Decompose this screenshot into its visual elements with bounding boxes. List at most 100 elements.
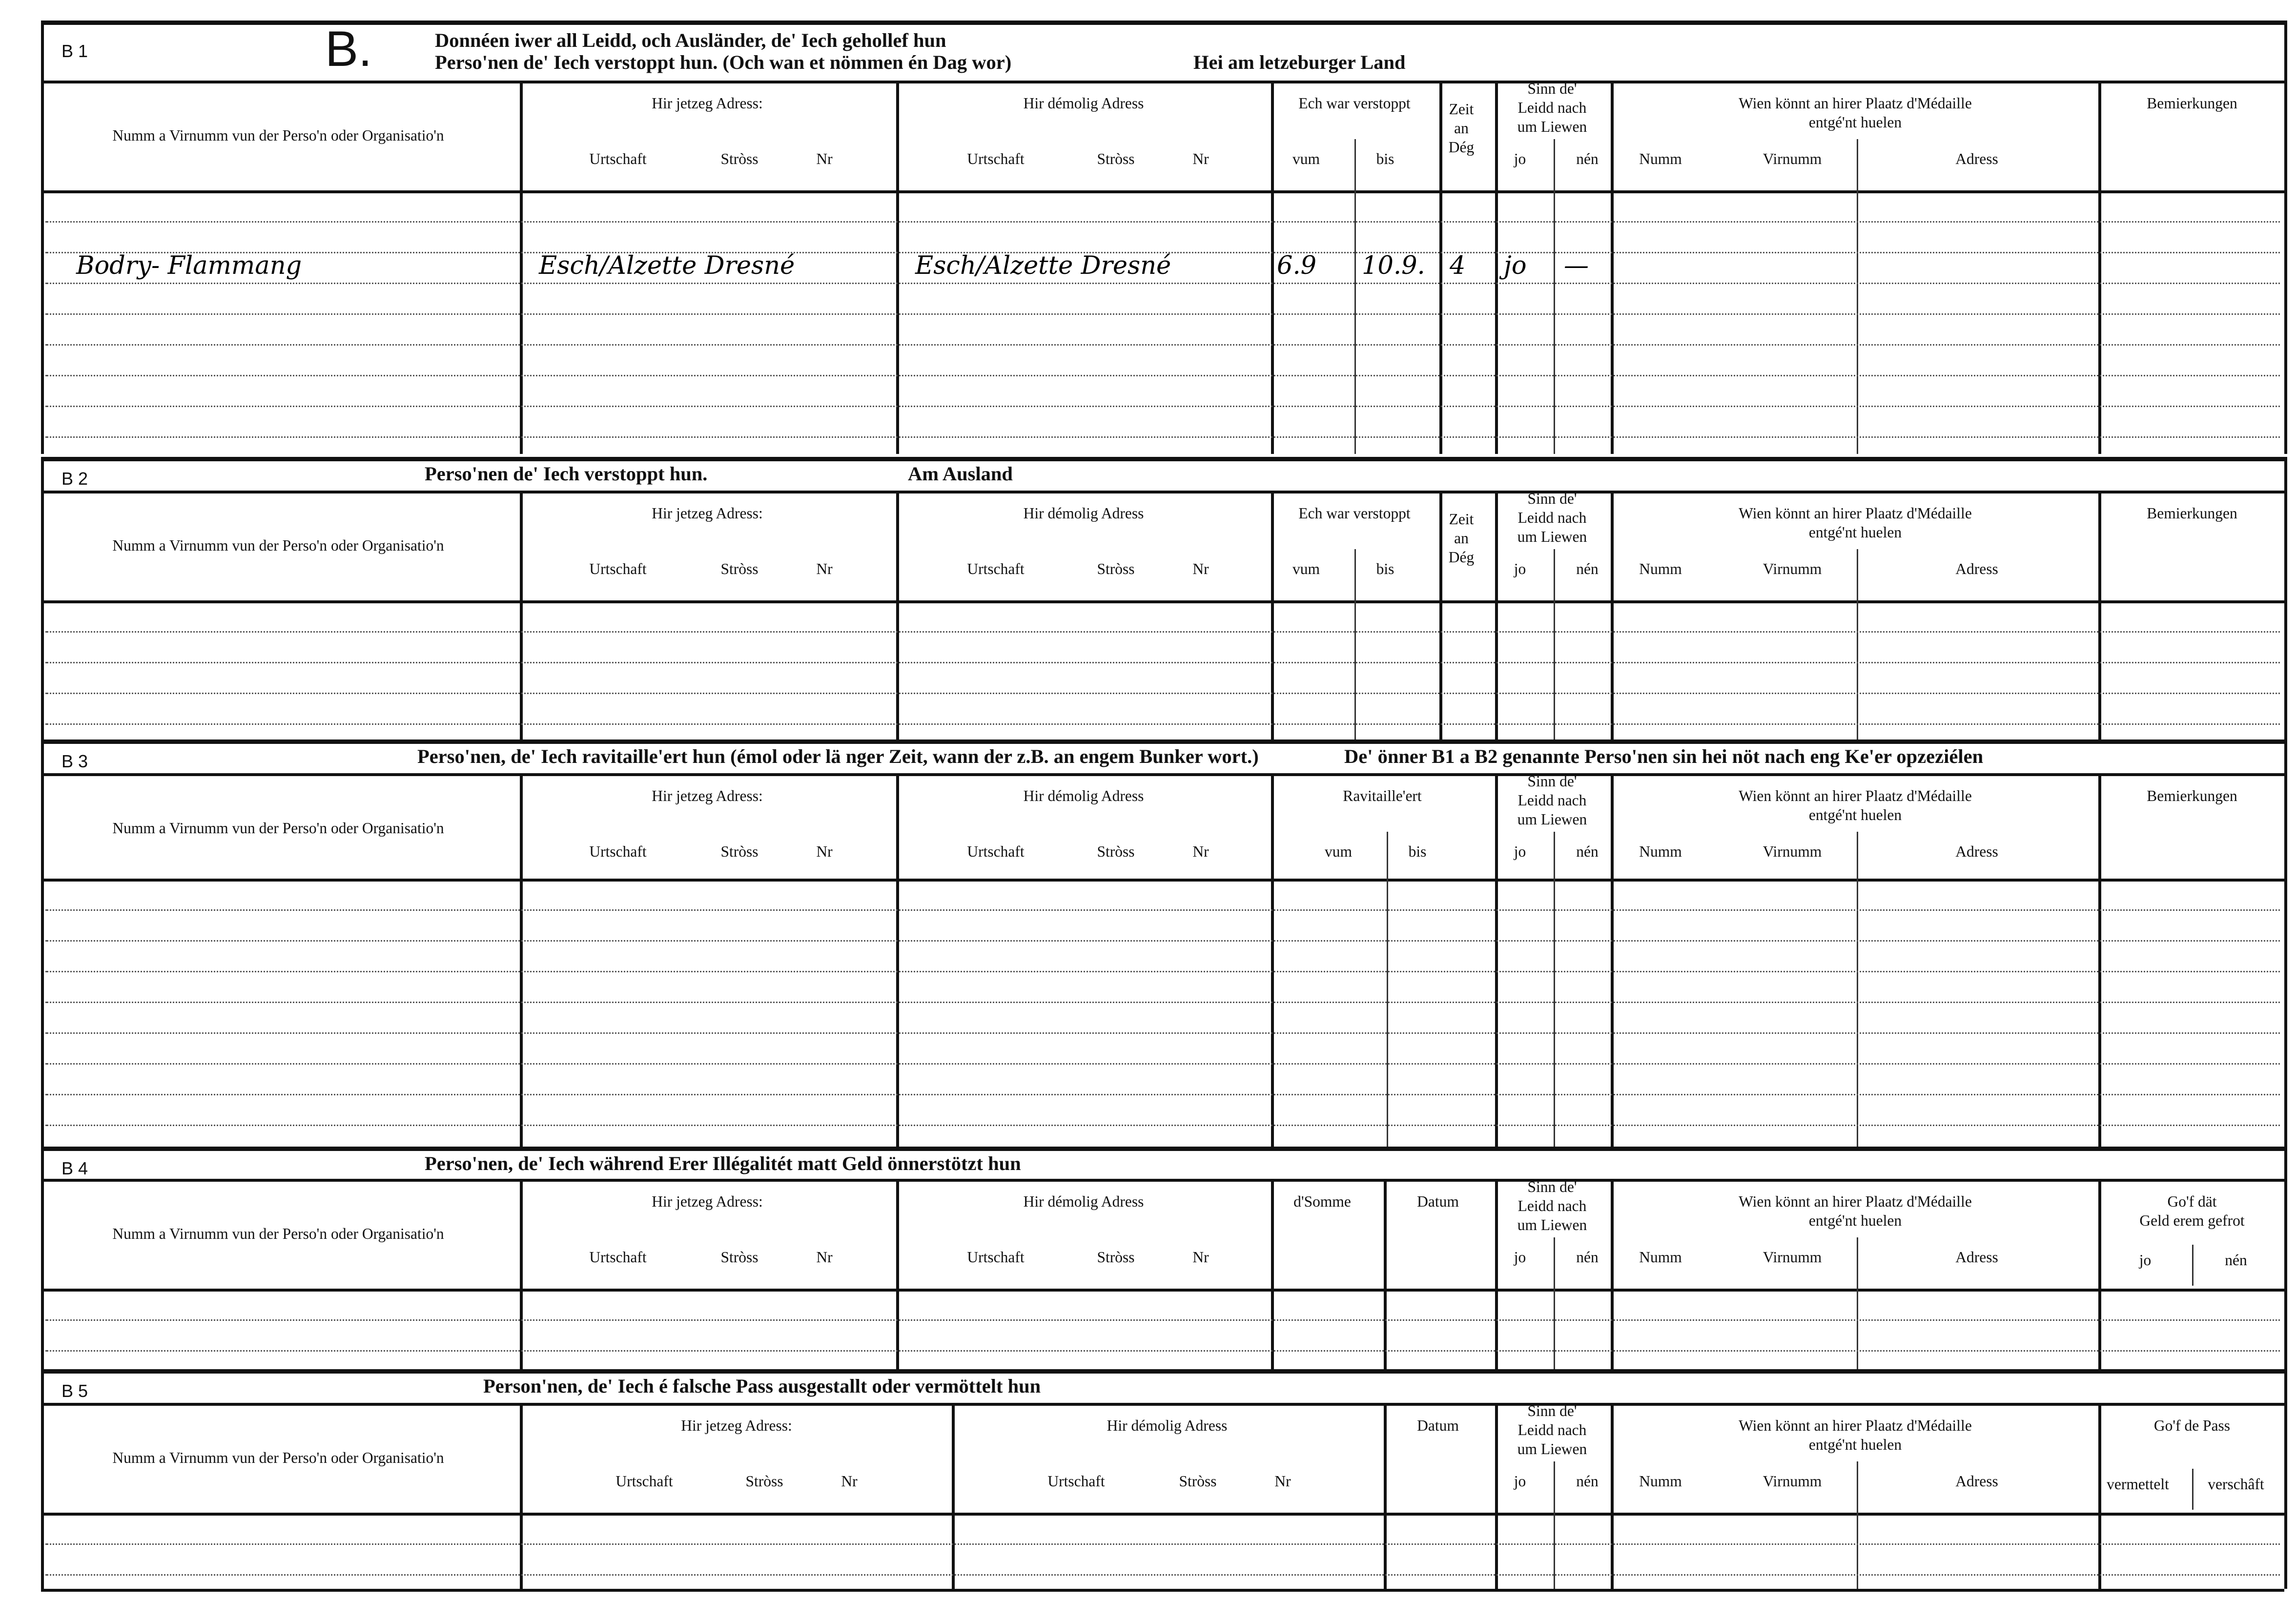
header-name: Numm a Virnumm vun der Perso'n oder Orga… [112, 539, 444, 555]
header-former: Hir démolig Adress [1023, 789, 1144, 805]
section-label: B 3 [62, 751, 88, 772]
header-current: Hir jetzeg Adress: [652, 97, 763, 113]
header-address: Adress [1955, 1251, 1998, 1267]
right-border [2284, 1369, 2287, 1589]
entry-former[interactable]: Esch/Alzette Dresné [915, 252, 1171, 281]
left-border [41, 1147, 44, 1369]
header-no: nén [2225, 1253, 2247, 1270]
header-surname: Numm [1639, 1475, 1682, 1491]
title-bottom-rule [41, 773, 2284, 776]
header-surname: Numm [1639, 845, 1682, 861]
header-firstname: Virnumm [1763, 1251, 1822, 1267]
header-street: Stròss [1097, 152, 1135, 168]
header-yes: jo [1514, 845, 1526, 861]
header-current: Hir jetzeg Adress: [652, 507, 763, 523]
subcolumn-rule [1857, 549, 1858, 739]
header-yes: jo [2139, 1253, 2152, 1270]
header-place: Urtschaft [589, 152, 647, 168]
header-street: Stròss [1097, 1251, 1135, 1267]
entry-line [45, 221, 2280, 223]
header-nr: Nr [1192, 562, 1209, 578]
header-place: Urtschaft [589, 1251, 647, 1267]
header-firstname: Virnumm [1763, 1475, 1822, 1491]
header-from: vum [1292, 152, 1320, 168]
header-name: Numm a Virnumm vun der Perso'n oder Orga… [112, 822, 444, 838]
header-from: vum [1324, 845, 1353, 861]
section-extra: Hei am letzeburger Land [1193, 51, 1406, 73]
header-former: Hir démolig Adress [1107, 1419, 1228, 1435]
title-bottom-rule [41, 491, 2284, 493]
header-bottom-rule [41, 600, 2284, 603]
header-nr: Nr [1192, 845, 1209, 861]
header-street: Stròss [1097, 845, 1135, 861]
header-alive: Sinn de' Leidd nach um Liewen [1517, 775, 1587, 829]
entry-days[interactable]: 4 [1450, 252, 1466, 281]
header-name: Numm a Virnumm vun der Perso'n oder Orga… [112, 1451, 444, 1467]
header-remarks: Bemierkungen [2147, 789, 2237, 805]
column-rule [1384, 1403, 1387, 1589]
header-address: Adress [1955, 845, 1998, 861]
header-place: Urtschaft [1047, 1475, 1105, 1491]
subcolumn-rule [2192, 1469, 2194, 1510]
column-rule [2098, 1403, 2101, 1589]
header-days: Zeit an Dég [1448, 103, 1475, 157]
column-rule [1384, 1179, 1387, 1369]
entry-line [45, 1543, 2280, 1545]
header-to: bis [1376, 152, 1394, 168]
header-nr: Nr [841, 1475, 858, 1491]
header-former: Hir démolig Adress [1023, 507, 1144, 523]
column-rule [1439, 491, 1442, 739]
right-border [2284, 739, 2287, 1147]
header-bottom-rule [41, 190, 2284, 193]
subcolumn-rule [1857, 1461, 1858, 1589]
header-no: nén [1576, 845, 1599, 861]
entry-from[interactable]: 6.9 [1277, 252, 1317, 281]
entry-line [45, 1125, 2280, 1126]
entry-name[interactable]: Bodry- Flammang [76, 252, 302, 281]
subcolumn-rule [1554, 1237, 1555, 1369]
entry-to[interactable]: 10.9. [1362, 252, 1425, 281]
entry-line [45, 252, 2280, 253]
header-place: Urtschaft [615, 1475, 673, 1491]
entry-line [45, 1094, 2280, 1095]
header-street: Stròss [720, 562, 758, 578]
section-extra: Am Ausland [908, 463, 1013, 485]
column-rule [1495, 491, 1498, 739]
subcolumn-rule [1857, 832, 1858, 1147]
header-yes: jo [1514, 1251, 1526, 1267]
entry-current[interactable]: Esch/Alzette Dresné [539, 252, 795, 281]
left-border [41, 739, 44, 1147]
header-from: vum [1292, 562, 1320, 578]
entry-line [45, 631, 2280, 633]
column-rule [1271, 81, 1274, 454]
column-rule [2098, 81, 2101, 454]
column-rule [896, 773, 899, 1147]
form-bottom-rule [41, 1589, 2284, 1592]
column-rule [1611, 81, 1614, 454]
header-place: Urtschaft [589, 562, 647, 578]
header-place: Urtschaft [967, 1251, 1025, 1267]
header-address: Adress [1955, 562, 1998, 578]
column-rule [2098, 491, 2101, 739]
entry-yes[interactable]: jo [1504, 252, 1527, 281]
section-top-rule [41, 457, 2284, 461]
header-yes: jo [1514, 152, 1526, 168]
header-nr: Nr [816, 845, 833, 861]
subcolumn-rule [1354, 549, 1356, 739]
entry-no[interactable]: — [1564, 252, 1589, 281]
section-label: B 2 [62, 469, 88, 489]
header-current: Hir jetzeg Adress: [652, 789, 763, 805]
column-rule [1611, 1179, 1614, 1369]
entry-line [45, 283, 2280, 284]
section-title: Person'nen, de' Iech é falsche Pass ausg… [483, 1375, 1041, 1397]
header-medal: Wien könnt an hirer Plaatz d'Médaille en… [1739, 507, 1972, 542]
header-name: Numm a Virnumm vun der Perso'n oder Orga… [112, 1227, 444, 1243]
column-rule [2098, 773, 2101, 1147]
header-bottom-rule [41, 1513, 2284, 1516]
entry-line [45, 1350, 2280, 1352]
entry-line [45, 344, 2280, 346]
header-nr: Nr [816, 562, 833, 578]
header-firstname: Virnumm [1763, 152, 1822, 168]
section-title: Perso'nen de' Iech verstoppt hun. [425, 463, 708, 485]
column-rule [520, 1403, 523, 1589]
